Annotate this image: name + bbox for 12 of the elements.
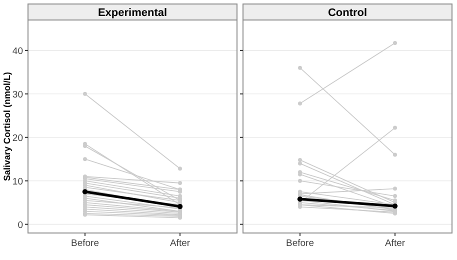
y-axis-title: Salivary Cortisol (nmol/L) xyxy=(2,72,12,182)
y-tick-label: 30 xyxy=(12,89,23,100)
x-tick-label: Before xyxy=(286,238,314,249)
y-tick-label: 0 xyxy=(18,220,23,231)
y-tick-label: 40 xyxy=(12,46,23,57)
x-tick-label: After xyxy=(170,238,190,249)
chart-title: Experimental xyxy=(98,7,168,19)
y-tick-label: 20 xyxy=(12,132,23,144)
x-tick-label: Before xyxy=(71,238,99,249)
y-tick-label: 10 xyxy=(12,176,23,188)
x-tick-label: After xyxy=(384,238,406,249)
chart-title: Control xyxy=(328,7,368,19)
